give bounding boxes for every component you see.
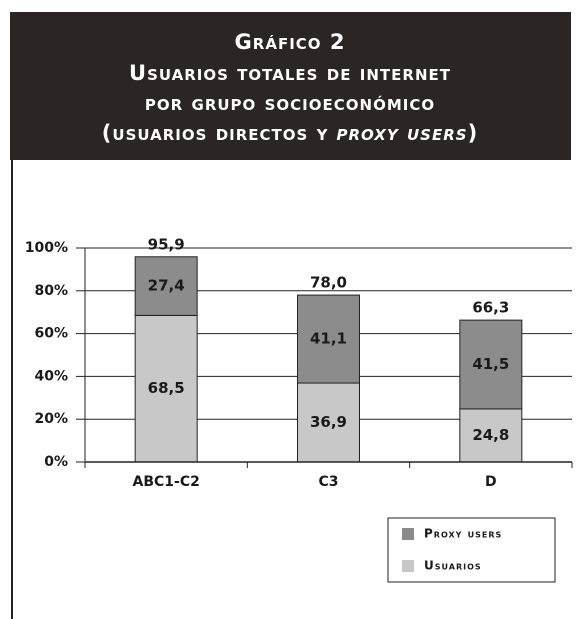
legend-box — [387, 517, 556, 583]
y-tick-label: 60% — [34, 326, 68, 342]
value-label: 24,8 — [472, 426, 509, 444]
y-tick-label: 80% — [34, 283, 68, 299]
y-tick-label: 40% — [34, 368, 68, 384]
title-part: (usuarios directos y — [102, 121, 329, 145]
bar-segment — [459, 319, 523, 410]
y-tick-label: 20% — [34, 411, 68, 427]
value-label: 41,1 — [310, 330, 347, 348]
value-label: 68,5 — [148, 379, 185, 397]
chart-title: por grupo socioeconómico — [145, 91, 435, 115]
legend-swatch — [402, 528, 414, 540]
value-label: 27,4 — [148, 277, 185, 295]
total-label: 78,0 — [310, 274, 347, 292]
bar-segment — [297, 294, 360, 384]
legend-label: Proxy users — [424, 527, 502, 541]
y-tick-label: 100% — [25, 240, 68, 256]
legend-label: Usuarios — [424, 559, 482, 573]
title-part: proxy users — [337, 121, 468, 145]
chart-title: Gráfico 2 — [235, 30, 346, 54]
bar-segment — [134, 256, 198, 316]
x-tick-label: C3 — [318, 474, 338, 490]
legend-swatch — [402, 560, 414, 572]
chart-title: (usuarios directos y proxy users) — [102, 121, 478, 145]
x-tick-label: ABC1-C2 — [132, 474, 199, 490]
title-part: ) — [468, 121, 479, 145]
value-label: 41,5 — [472, 355, 509, 373]
bar-segment — [134, 314, 198, 463]
total-label: 66,3 — [472, 299, 509, 317]
value-label: 36,9 — [310, 413, 347, 431]
x-tick-label: D — [485, 474, 497, 490]
y-tick-label: 0% — [44, 454, 68, 470]
chart-title: Usuarios totales de internet — [129, 61, 451, 85]
title-box — [10, 12, 571, 160]
total-label: 95,9 — [148, 235, 185, 253]
